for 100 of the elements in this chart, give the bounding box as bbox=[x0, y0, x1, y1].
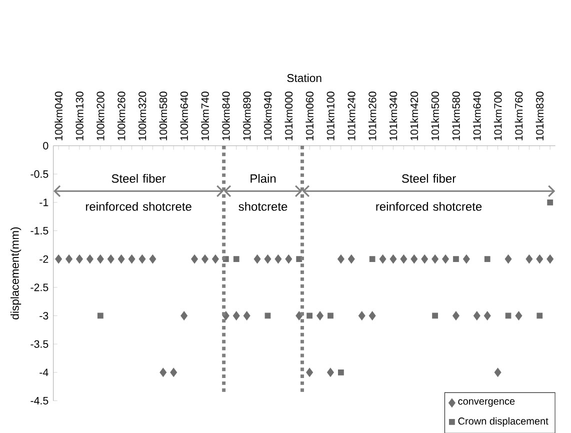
point bbox=[285, 254, 292, 264]
point bbox=[337, 254, 344, 264]
point bbox=[96, 254, 104, 264]
point bbox=[107, 254, 114, 264]
legend-label: Crown displacement bbox=[458, 417, 548, 426]
x-tick-label: 101km060 bbox=[306, 91, 314, 140]
point bbox=[546, 254, 554, 264]
legend-label: convergence bbox=[458, 399, 515, 406]
point bbox=[462, 254, 470, 264]
point bbox=[232, 310, 240, 320]
point bbox=[432, 254, 439, 264]
point bbox=[296, 310, 303, 320]
x-axis-title: Station bbox=[287, 73, 322, 82]
point bbox=[348, 254, 355, 264]
text: Plain shotcrete bbox=[238, 174, 288, 211]
x-tick-label: 101km340 bbox=[389, 91, 398, 140]
x-tick-label: 100km040 bbox=[54, 91, 62, 140]
point bbox=[442, 254, 449, 264]
y-axis-title: displacement(mm) bbox=[10, 227, 22, 320]
point bbox=[484, 310, 491, 320]
x-tick-label: 101km420 bbox=[410, 91, 418, 140]
x-tick-label: 100km940 bbox=[264, 91, 272, 140]
x-tick-label: 101km000 bbox=[284, 91, 293, 140]
y-tick-label: -3.5 bbox=[30, 340, 48, 348]
point bbox=[410, 254, 418, 264]
point bbox=[400, 254, 408, 264]
y-tick-label: -0.5 bbox=[30, 170, 48, 178]
point bbox=[358, 310, 366, 320]
point bbox=[254, 254, 261, 264]
y-tick-label: -2.5 bbox=[30, 283, 48, 291]
x-tick-label: 100km740 bbox=[201, 91, 209, 140]
x-tick-label: 100km260 bbox=[117, 91, 126, 140]
point bbox=[536, 254, 544, 264]
x-tick-label: 101km240 bbox=[347, 91, 356, 140]
point bbox=[390, 254, 397, 264]
text: Steel fiber reinforced shotcrete bbox=[376, 174, 482, 211]
point bbox=[316, 310, 324, 320]
point bbox=[379, 254, 386, 264]
text: Steel fiber reinforced shotcrete bbox=[86, 174, 192, 211]
point bbox=[338, 369, 344, 376]
y-tick-label: -4 bbox=[40, 368, 48, 376]
x-tick-label: 100km580 bbox=[159, 91, 168, 140]
point bbox=[118, 254, 125, 264]
point bbox=[86, 254, 94, 264]
point bbox=[484, 256, 490, 262]
y-tick-label: -1.5 bbox=[30, 226, 48, 234]
point bbox=[264, 254, 272, 264]
y-tick-label: -4.5 bbox=[30, 396, 48, 404]
x-tick-label: 100km840 bbox=[222, 91, 230, 140]
point bbox=[306, 368, 314, 377]
point bbox=[505, 312, 512, 318]
point bbox=[160, 368, 167, 377]
point bbox=[233, 256, 240, 262]
point bbox=[328, 312, 334, 318]
point bbox=[452, 310, 460, 320]
point bbox=[515, 310, 522, 320]
point bbox=[547, 199, 554, 206]
point bbox=[536, 312, 543, 318]
point bbox=[327, 368, 334, 377]
point bbox=[170, 368, 178, 377]
x-tick-label: 101km500 bbox=[431, 91, 439, 140]
point bbox=[180, 310, 188, 320]
point bbox=[421, 254, 428, 264]
point bbox=[128, 254, 136, 264]
point bbox=[473, 310, 480, 320]
x-tick-label: 101km830 bbox=[536, 91, 544, 140]
point bbox=[97, 312, 104, 318]
point bbox=[274, 254, 282, 264]
point bbox=[432, 312, 438, 318]
x-tick-label: 100km640 bbox=[180, 91, 188, 140]
point bbox=[494, 368, 502, 377]
x-tick-label: 100km200 bbox=[96, 91, 104, 140]
y-tick-label: -3 bbox=[40, 312, 48, 320]
point bbox=[368, 310, 376, 320]
x-tick-label: 101km760 bbox=[514, 91, 523, 140]
point bbox=[76, 254, 83, 264]
x-tick-label: 100km890 bbox=[242, 91, 251, 140]
x-tick-label: 100km130 bbox=[76, 91, 84, 140]
point bbox=[212, 254, 219, 264]
x-tick-label: 100km320 bbox=[138, 91, 146, 140]
point bbox=[202, 254, 208, 264]
point bbox=[369, 256, 376, 262]
x-tick-label: 101km700 bbox=[494, 91, 502, 140]
y-tick-label: -2 bbox=[40, 255, 48, 263]
x-tick-label: 101km580 bbox=[452, 91, 460, 140]
point bbox=[138, 254, 146, 264]
point bbox=[504, 254, 512, 264]
point bbox=[306, 312, 313, 318]
point bbox=[66, 254, 72, 264]
x-tick-label: 101km640 bbox=[472, 91, 481, 140]
point bbox=[191, 254, 198, 264]
y-tick-label: -1 bbox=[40, 198, 48, 206]
point bbox=[243, 310, 250, 320]
x-tick-label: 101km260 bbox=[368, 91, 376, 140]
point bbox=[264, 312, 271, 318]
point bbox=[453, 256, 459, 262]
x-tick-label: 101km100 bbox=[326, 91, 334, 140]
point bbox=[55, 254, 62, 264]
point bbox=[149, 254, 156, 264]
y-tick-label: 0 bbox=[43, 142, 48, 150]
